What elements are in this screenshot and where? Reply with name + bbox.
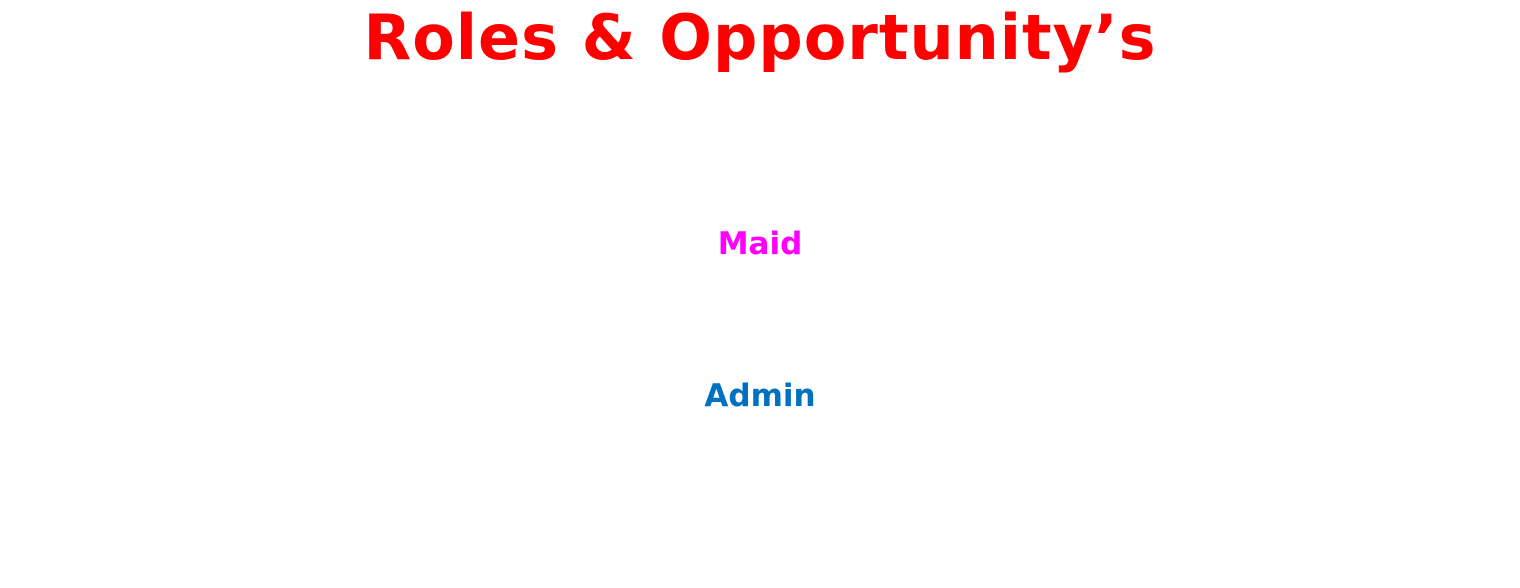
role-maid: Maid [717, 226, 803, 262]
page-title: Roles & Opportunity’s [363, 1, 1157, 74]
role-admin: Admin [704, 378, 816, 414]
